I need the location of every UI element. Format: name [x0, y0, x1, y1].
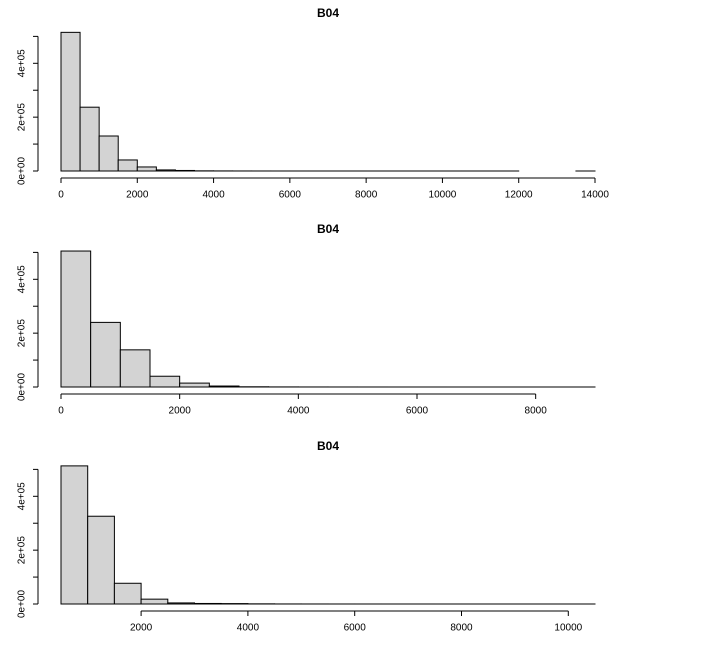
bar [194, 602, 222, 605]
bar [149, 375, 181, 388]
bar [113, 582, 142, 605]
y-tick-label: 0e+00 [17, 157, 28, 186]
bar [119, 349, 151, 388]
bar [79, 106, 100, 172]
bar [60, 465, 89, 605]
chart-title: B04 [317, 6, 339, 20]
x-tick-label: 8000 [450, 623, 473, 634]
x-tick-label: 4000 [287, 406, 310, 417]
y-tick-label: 2e+05 [17, 536, 28, 565]
y-tick-label: 2e+05 [17, 103, 28, 132]
x-tick-label: 6000 [279, 190, 302, 201]
y-tick-label: 4e+05 [17, 482, 28, 511]
x-tick-label: 4000 [202, 190, 225, 201]
y-tick-label: 2e+05 [17, 319, 28, 348]
x-tick-label: 14000 [581, 190, 609, 201]
x-tick-label: 2000 [169, 406, 192, 417]
bar [98, 135, 119, 172]
x-tick-label: 10000 [429, 190, 457, 201]
y-tick-label: 0e+00 [17, 590, 28, 619]
x-tick-label: 8000 [355, 190, 378, 201]
x-tick-label: 8000 [525, 406, 548, 417]
x-tick-label: 10000 [554, 623, 582, 634]
chart-title: B04 [317, 222, 339, 236]
bar [155, 169, 176, 172]
bar [167, 602, 196, 605]
x-tick-label: 2000 [126, 190, 149, 201]
x-tick-label: 4000 [237, 623, 260, 634]
bar [136, 166, 157, 172]
y-tick-label: 4e+05 [17, 49, 28, 78]
bar [90, 321, 121, 388]
x-tick-label: 0 [58, 406, 64, 417]
bar [179, 382, 210, 388]
x-tick-label: 12000 [505, 190, 533, 201]
y-tick-label: 0e+00 [17, 373, 28, 402]
bar [174, 169, 196, 172]
chart-title: B04 [317, 439, 339, 453]
bar [60, 250, 92, 388]
bar [117, 159, 138, 172]
bar [87, 515, 115, 605]
bar [208, 385, 240, 388]
x-tick-label: 6000 [406, 406, 429, 417]
x-tick-label: 0 [58, 190, 64, 201]
y-tick-label: 4e+05 [17, 265, 28, 294]
bar [140, 598, 169, 605]
bar [60, 31, 81, 172]
x-tick-label: 6000 [344, 623, 367, 634]
x-tick-label: 2000 [130, 623, 153, 634]
